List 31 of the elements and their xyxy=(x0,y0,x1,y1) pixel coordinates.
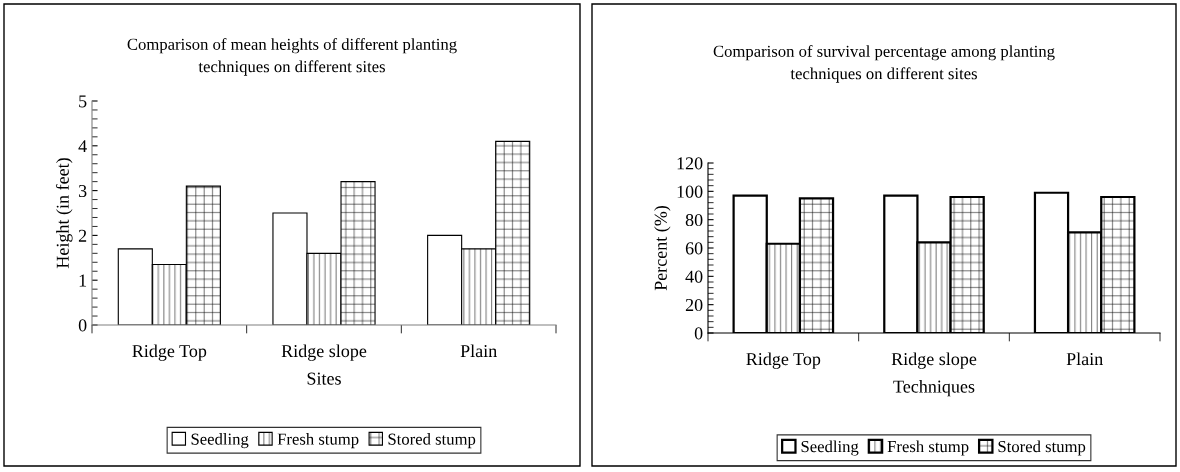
x-tick-label: Plain xyxy=(1066,352,1103,366)
y-axis-title: Height (in feet) xyxy=(55,158,73,269)
y-tick-label: 2 xyxy=(78,229,87,242)
y-tick-label: 0 xyxy=(78,319,87,332)
y-tick-label: 120 xyxy=(677,157,703,170)
legend-label: Seedling xyxy=(801,440,859,456)
x-tick-label: Ridge Top xyxy=(746,352,821,369)
legend-label: Fresh stump xyxy=(887,440,969,456)
x-tick-label: Ridge slope xyxy=(891,352,977,369)
y-tick-label: 0 xyxy=(694,327,703,340)
y-tick-label: 1 xyxy=(79,274,87,287)
y-tick-label: 80 xyxy=(685,213,703,227)
legend-label: Seedling xyxy=(191,433,249,449)
legend-label: Fresh stump xyxy=(277,433,359,449)
y-tick-label: 4 xyxy=(78,140,87,153)
y-tick-label: 5 xyxy=(79,95,87,108)
x-tick-label: Ridge Top xyxy=(132,344,207,361)
x-axis-title: Sites xyxy=(307,372,341,385)
y-axis-title: Percent (%) xyxy=(654,205,671,291)
x-axis-title: Techniques xyxy=(893,379,975,397)
x-tick-label: Ridge slope xyxy=(281,344,367,361)
x-tick-label: Plain xyxy=(460,344,497,358)
y-tick-label: 20 xyxy=(685,298,703,312)
y-tick-label: 60 xyxy=(685,242,703,255)
y-tick-label: 3 xyxy=(78,184,87,198)
chart-title: Comparison of mean heights of different planting techniques on different sites xyxy=(127,38,457,76)
legend-label: Stored stump xyxy=(388,433,476,449)
y-tick-label: 100 xyxy=(677,185,703,198)
chart-title: Comparison of survival percentage among planting techniques on different sites xyxy=(713,45,1055,83)
legend-label: Stored stump xyxy=(998,440,1086,456)
y-tick-label: 40 xyxy=(685,270,703,283)
